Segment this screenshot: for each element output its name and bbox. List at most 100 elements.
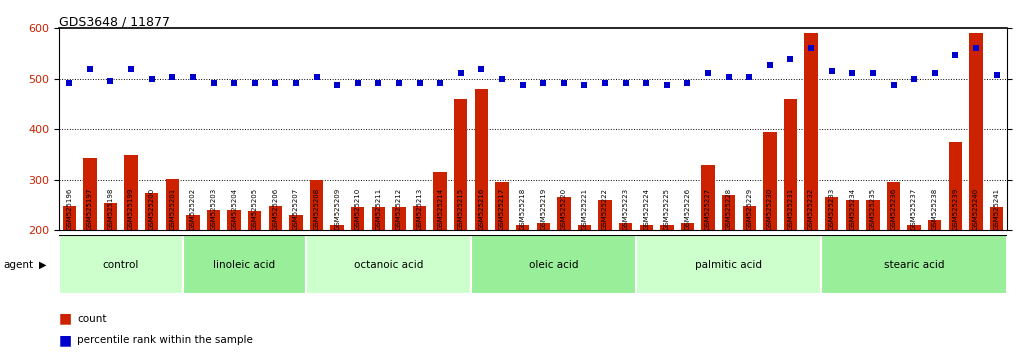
Text: GSM525223: GSM525223 xyxy=(622,188,629,230)
Bar xyxy=(742,206,756,230)
Point xyxy=(617,80,634,86)
Bar xyxy=(289,216,303,230)
Point xyxy=(246,80,262,86)
Bar xyxy=(969,33,982,230)
Text: control: control xyxy=(103,259,139,270)
Text: GSM525220: GSM525220 xyxy=(560,188,566,230)
Bar xyxy=(598,200,611,230)
Bar xyxy=(680,223,695,230)
Text: GSM525212: GSM525212 xyxy=(396,188,402,230)
Bar xyxy=(990,207,1003,230)
Bar xyxy=(186,216,199,230)
Text: GSM525206: GSM525206 xyxy=(273,187,279,230)
Point xyxy=(81,66,98,72)
Point xyxy=(308,74,324,80)
Text: count: count xyxy=(77,314,107,324)
Text: GSM525225: GSM525225 xyxy=(664,188,670,230)
Bar xyxy=(145,193,159,230)
Text: GSM525222: GSM525222 xyxy=(602,188,608,230)
Bar xyxy=(306,235,471,294)
Bar xyxy=(784,99,797,230)
Text: GSM525214: GSM525214 xyxy=(437,188,443,230)
Point xyxy=(226,80,242,86)
Bar xyxy=(248,211,261,230)
Bar xyxy=(104,203,117,230)
Bar xyxy=(822,235,1007,294)
Bar xyxy=(475,89,488,230)
Point xyxy=(782,56,798,62)
Bar xyxy=(845,200,859,230)
Text: GSM525226: GSM525226 xyxy=(684,188,691,230)
Text: GSM525238: GSM525238 xyxy=(932,187,938,230)
Bar xyxy=(433,172,446,230)
Text: GSM525234: GSM525234 xyxy=(849,188,855,230)
Bar xyxy=(495,182,508,230)
Point xyxy=(535,80,551,86)
Point xyxy=(453,70,469,75)
Text: GSM525204: GSM525204 xyxy=(231,188,237,230)
Bar xyxy=(413,206,426,230)
Point xyxy=(143,76,160,82)
Bar xyxy=(310,180,323,230)
Text: GSM525236: GSM525236 xyxy=(891,187,897,230)
Bar xyxy=(166,179,179,230)
Point xyxy=(350,80,366,86)
Point xyxy=(61,80,77,86)
Text: GSM525228: GSM525228 xyxy=(726,188,731,230)
Bar xyxy=(59,235,183,294)
Point xyxy=(906,76,922,82)
Point xyxy=(577,82,593,88)
Text: GSM525229: GSM525229 xyxy=(746,188,753,230)
Bar xyxy=(393,207,406,230)
Bar xyxy=(83,159,97,230)
Text: ■: ■ xyxy=(59,333,72,347)
Point xyxy=(330,82,346,88)
Bar xyxy=(636,235,822,294)
Text: GSM525198: GSM525198 xyxy=(108,187,114,230)
Text: GSM525221: GSM525221 xyxy=(582,188,588,230)
Bar xyxy=(63,206,76,230)
Bar xyxy=(907,225,920,230)
Text: GSM525200: GSM525200 xyxy=(148,187,155,230)
Bar xyxy=(825,197,838,230)
Point xyxy=(844,70,860,75)
Text: GDS3648 / 11877: GDS3648 / 11877 xyxy=(59,15,170,28)
Text: agent: agent xyxy=(3,259,34,270)
Point xyxy=(947,52,963,57)
Text: GSM525216: GSM525216 xyxy=(478,187,484,230)
Point xyxy=(762,62,778,68)
Point xyxy=(926,70,943,75)
Text: ■: ■ xyxy=(59,312,72,326)
Text: GSM525217: GSM525217 xyxy=(499,187,505,230)
Text: GSM525205: GSM525205 xyxy=(252,188,257,230)
Point xyxy=(412,80,428,86)
Bar xyxy=(702,165,715,230)
Point xyxy=(700,70,716,75)
Text: GSM525235: GSM525235 xyxy=(870,188,876,230)
Text: GSM525210: GSM525210 xyxy=(355,187,361,230)
Point xyxy=(432,80,448,86)
Bar xyxy=(371,207,385,230)
Text: GSM525224: GSM525224 xyxy=(643,188,649,230)
Bar xyxy=(351,207,364,230)
Point xyxy=(741,74,758,80)
Text: GSM525218: GSM525218 xyxy=(520,187,526,230)
Point xyxy=(515,82,531,88)
Text: GSM525237: GSM525237 xyxy=(911,187,917,230)
Text: GSM525233: GSM525233 xyxy=(829,187,835,230)
Bar xyxy=(331,225,344,230)
Point xyxy=(597,80,613,86)
Point xyxy=(205,80,222,86)
Text: GSM525240: GSM525240 xyxy=(973,188,979,230)
Text: percentile rank within the sample: percentile rank within the sample xyxy=(77,335,253,345)
Point xyxy=(968,46,984,51)
Bar xyxy=(929,220,942,230)
Bar xyxy=(206,210,221,230)
Text: GSM525203: GSM525203 xyxy=(211,187,217,230)
Point xyxy=(185,74,201,80)
Text: octanoic acid: octanoic acid xyxy=(354,259,423,270)
Text: GSM525197: GSM525197 xyxy=(86,187,93,230)
Text: GSM525209: GSM525209 xyxy=(335,187,340,230)
Text: GSM525201: GSM525201 xyxy=(169,187,175,230)
Bar xyxy=(537,223,550,230)
